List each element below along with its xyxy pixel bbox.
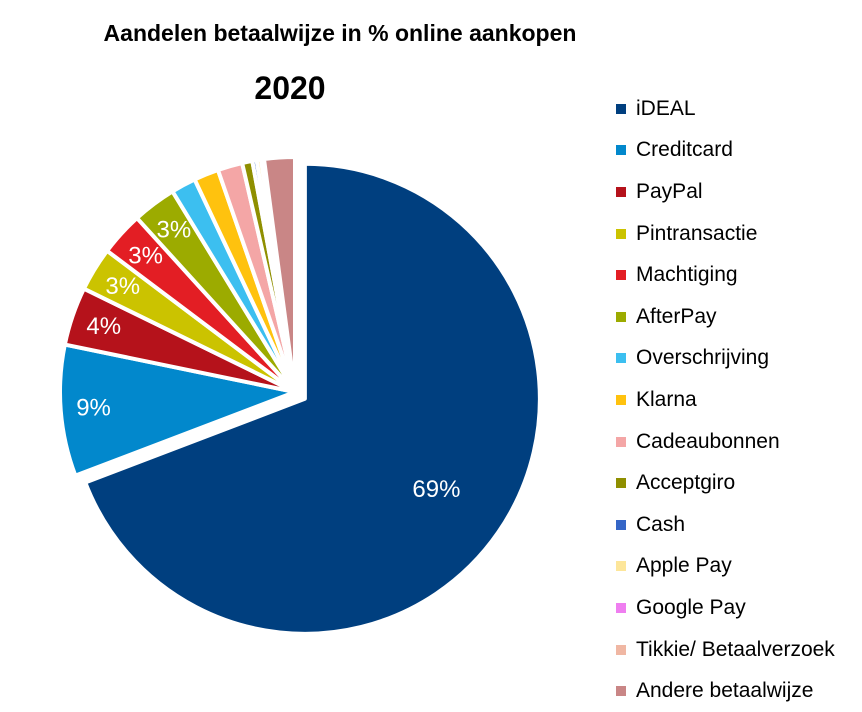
legend-label: Pintransactie xyxy=(636,221,758,245)
legend-swatch xyxy=(616,394,626,405)
legend-label: Tikkie/ Betaalverzoek xyxy=(636,637,835,661)
legend-item: Pintransactie xyxy=(616,213,862,255)
legend-label: PayPal xyxy=(636,179,703,203)
pie-slices xyxy=(58,155,542,636)
legend-swatch xyxy=(616,270,626,281)
legend-item: Klarna xyxy=(616,379,862,421)
legend-item: Google Pay xyxy=(616,587,862,629)
legend-item: Tikkie/ Betaalverzoek xyxy=(616,629,862,671)
pie-data-labels: 69%9%4%3%3%3% xyxy=(76,217,460,503)
legend-label: Overschrijving xyxy=(636,346,770,370)
legend-swatch xyxy=(616,353,626,364)
pie-slice-creditcard xyxy=(58,342,297,478)
data-label: 3% xyxy=(105,273,140,300)
legend-item: Cadeaubonnen xyxy=(616,421,862,463)
data-label: 3% xyxy=(157,217,192,244)
legend-swatch xyxy=(616,519,626,530)
chart-subtitle: 2020 xyxy=(254,70,326,106)
legend-item: iDEAL xyxy=(616,88,862,130)
legend-item: Acceptgiro xyxy=(616,462,862,504)
legend-item: PayPal xyxy=(616,171,862,213)
legend-swatch xyxy=(616,103,626,114)
legend-item: Creditcard xyxy=(616,130,862,172)
data-label: 69% xyxy=(412,476,460,503)
chart-legend: iDEAL Creditcard PayPal Pintransactie Machti… xyxy=(616,88,862,712)
legend-swatch xyxy=(616,436,626,447)
legend-swatch xyxy=(616,311,626,322)
legend-label: Cash xyxy=(636,512,686,536)
legend-label: Google Pay xyxy=(636,595,746,619)
legend-item: Cash xyxy=(616,504,862,546)
legend-swatch xyxy=(616,686,626,697)
legend-label: Cadeaubonnen xyxy=(636,429,780,453)
legend-swatch xyxy=(616,478,626,489)
legend-swatch xyxy=(616,228,626,239)
legend-swatch xyxy=(616,602,626,613)
legend-swatch xyxy=(616,186,626,197)
legend-label: Klarna xyxy=(636,387,697,411)
pie-slice-andere-betaalwijze xyxy=(261,155,297,394)
pie-slice-ideal xyxy=(83,161,542,636)
data-label: 4% xyxy=(86,313,121,340)
legend-label: Machtiging xyxy=(636,263,738,287)
legend-swatch xyxy=(616,145,626,156)
chart-title: Aandelen betaalwijze in % online aankope… xyxy=(103,20,577,46)
legend-label: iDEAL xyxy=(636,96,696,120)
legend-label: Acceptgiro xyxy=(636,471,736,495)
legend-label: Apple Pay xyxy=(636,554,732,578)
legend-label: AfterPay xyxy=(636,304,717,328)
legend-swatch xyxy=(616,561,626,572)
legend-item: AfterPay xyxy=(616,296,862,338)
legend-item: Overschrijving xyxy=(616,338,862,380)
legend-label: Andere betaalwijze xyxy=(636,679,814,703)
legend-item: Machtiging xyxy=(616,254,862,296)
data-label: 9% xyxy=(76,395,111,422)
legend-item: Andere betaalwijze xyxy=(616,670,862,712)
legend-item: Apple Pay xyxy=(616,546,862,588)
legend-swatch xyxy=(616,644,626,655)
legend-label: Creditcard xyxy=(636,138,733,162)
data-label: 3% xyxy=(128,242,163,269)
